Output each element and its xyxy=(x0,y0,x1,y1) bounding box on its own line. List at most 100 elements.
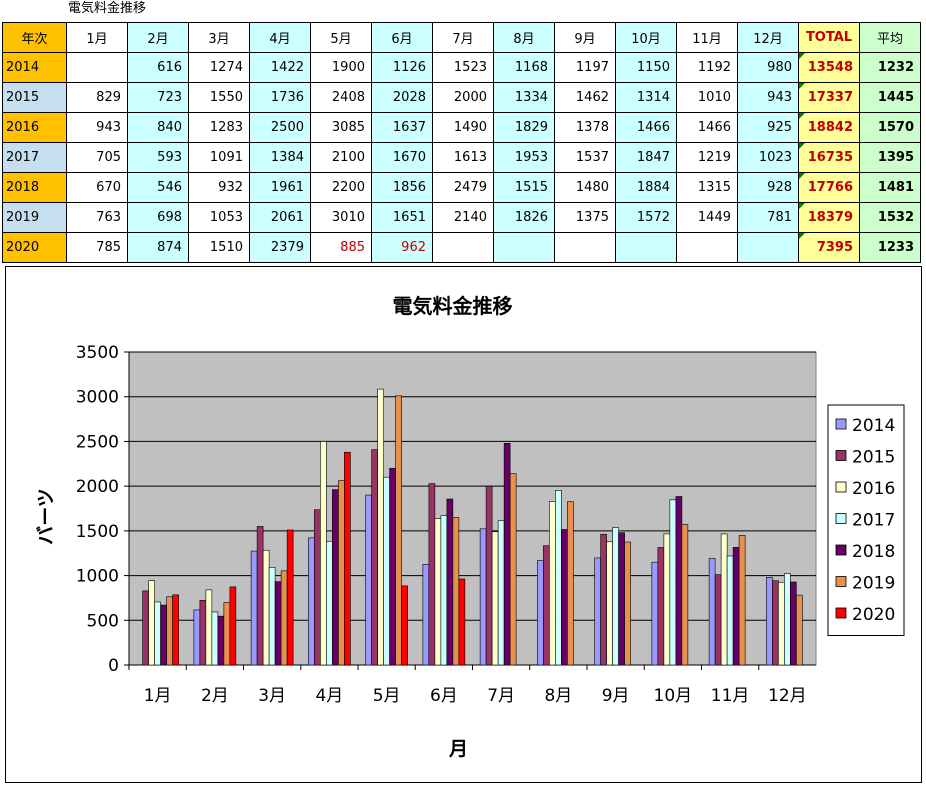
error-indicator-icon xyxy=(799,233,805,239)
value-cell: 546 xyxy=(127,172,189,203)
legend-label: 2018 xyxy=(852,542,895,562)
bar-2014-2 xyxy=(250,550,258,666)
average-cell: 1445 xyxy=(859,82,921,113)
header-cell: 5月 xyxy=(310,22,372,53)
total-value: 7395 xyxy=(816,240,853,255)
bar-2020-0 xyxy=(172,594,179,666)
bar-2016-5 xyxy=(434,518,442,666)
bar-2014-3 xyxy=(308,537,315,666)
table-row: 2018 670 546 932 1961 2200 1856 2479 1515 1480 188… xyxy=(2,172,921,203)
bar-2015-2 xyxy=(256,526,264,666)
bar-2014-9 xyxy=(651,561,659,666)
average-cell: 1232 xyxy=(859,52,921,83)
value-cell xyxy=(554,232,616,263)
value-cell: 1378 xyxy=(554,112,616,143)
value-cell: 1168 xyxy=(493,52,555,83)
total-cell: 18379 xyxy=(798,202,860,233)
average-cell: 1532 xyxy=(859,202,921,233)
bar-2016-1 xyxy=(205,589,213,666)
value-cell: 1613 xyxy=(432,142,494,173)
bar-2015-7 xyxy=(543,545,550,666)
bar-2018-8 xyxy=(618,532,625,666)
bar-2016-4 xyxy=(377,388,384,666)
bar-2017-11 xyxy=(784,573,791,666)
value-cell: 1462 xyxy=(554,82,616,113)
total-cell: 7395 xyxy=(798,232,860,263)
total-value: 18842 xyxy=(807,120,853,135)
value-cell: 2379 xyxy=(249,232,311,263)
legend-swatch xyxy=(835,513,847,524)
value-cell: 1315 xyxy=(676,172,738,203)
value-cell: 928 xyxy=(737,172,799,203)
value-cell: 2061 xyxy=(249,202,311,233)
value-cell xyxy=(737,232,799,263)
header-cell: 8月 xyxy=(493,22,555,53)
bar-2019-4 xyxy=(395,395,402,666)
value-cell: 1651 xyxy=(371,202,433,233)
header-cell: 11月 xyxy=(676,22,738,53)
value-cell: 1449 xyxy=(676,202,738,233)
bar-2019-8 xyxy=(624,541,631,666)
value-cell xyxy=(432,232,494,263)
bar-2017-4 xyxy=(383,476,390,666)
bar-2020-3 xyxy=(344,451,351,666)
bar-2017-0 xyxy=(154,601,161,666)
value-cell: 1537 xyxy=(554,142,616,173)
value-cell: 1490 xyxy=(432,112,494,143)
bar-2014-10 xyxy=(708,558,716,666)
average-cell: 1570 xyxy=(859,112,921,143)
value-cell: 1572 xyxy=(615,202,677,233)
table-row: 2015 829 723 1550 1736 2408 2028 2000 1334 1462 13… xyxy=(2,82,921,113)
value-cell xyxy=(615,232,677,263)
bar-2019-10 xyxy=(738,535,746,666)
error-indicator-icon xyxy=(799,203,805,209)
bar-2015-6 xyxy=(485,485,493,666)
bar-2018-1 xyxy=(217,615,225,666)
value-cell: 962 xyxy=(371,232,433,263)
x-tick-label: 10月 xyxy=(654,686,693,706)
value-cell: 1900 xyxy=(310,52,372,83)
table-row: 2014 616 1274 1422 1900 1126 1523 1168 1197 1150 1… xyxy=(2,52,921,83)
bar-2017-3 xyxy=(326,540,333,666)
bar-2014-5 xyxy=(422,564,430,666)
bar-2014-4 xyxy=(365,494,372,666)
total-value: 18379 xyxy=(807,210,853,225)
value-cell: 781 xyxy=(737,202,799,233)
y-tick-label: 1000 xyxy=(76,567,119,587)
error-indicator-icon xyxy=(799,113,805,119)
value-cell: 1422 xyxy=(249,52,311,83)
value-cell: 1091 xyxy=(188,142,250,173)
value-cell: 943 xyxy=(66,112,128,143)
header-cell: 年次 xyxy=(2,22,67,53)
value-cell: 1826 xyxy=(493,202,555,233)
header-cell: 2月 xyxy=(127,22,189,53)
header-cell: 平均 xyxy=(859,22,921,53)
bar-2015-1 xyxy=(199,600,207,666)
value-cell: 1053 xyxy=(188,202,250,233)
bar-2018-11 xyxy=(790,581,797,666)
value-cell: 763 xyxy=(66,202,128,233)
bar-2018-7 xyxy=(561,529,568,666)
value-cell: 2000 xyxy=(432,82,494,113)
value-cell: 2140 xyxy=(432,202,494,233)
bar-2014-7 xyxy=(537,560,544,666)
value-cell: 1466 xyxy=(615,112,677,143)
x-tick-label: 6月 xyxy=(430,686,458,706)
value-cell: 1670 xyxy=(371,142,433,173)
header-cell: 12月 xyxy=(737,22,799,53)
bar-2016-0 xyxy=(148,580,155,666)
bar-2014-8 xyxy=(594,557,601,666)
value-cell: 925 xyxy=(737,112,799,143)
header-cell: 6月 xyxy=(371,22,433,53)
bar-2019-9 xyxy=(681,524,689,666)
value-cell: 1375 xyxy=(554,202,616,233)
x-tick-label: 4月 xyxy=(315,686,343,706)
table-row: 2017 705 593 1091 1384 2100 1670 1613 1953 1537 18… xyxy=(2,142,921,173)
value-cell: 705 xyxy=(66,142,128,173)
value-cell: 670 xyxy=(66,172,128,203)
header-cell: 3月 xyxy=(188,22,250,53)
x-tick-label: 1月 xyxy=(144,686,172,706)
value-cell: 1829 xyxy=(493,112,555,143)
bar-2018-6 xyxy=(503,443,511,666)
bar-2015-8 xyxy=(600,533,607,666)
